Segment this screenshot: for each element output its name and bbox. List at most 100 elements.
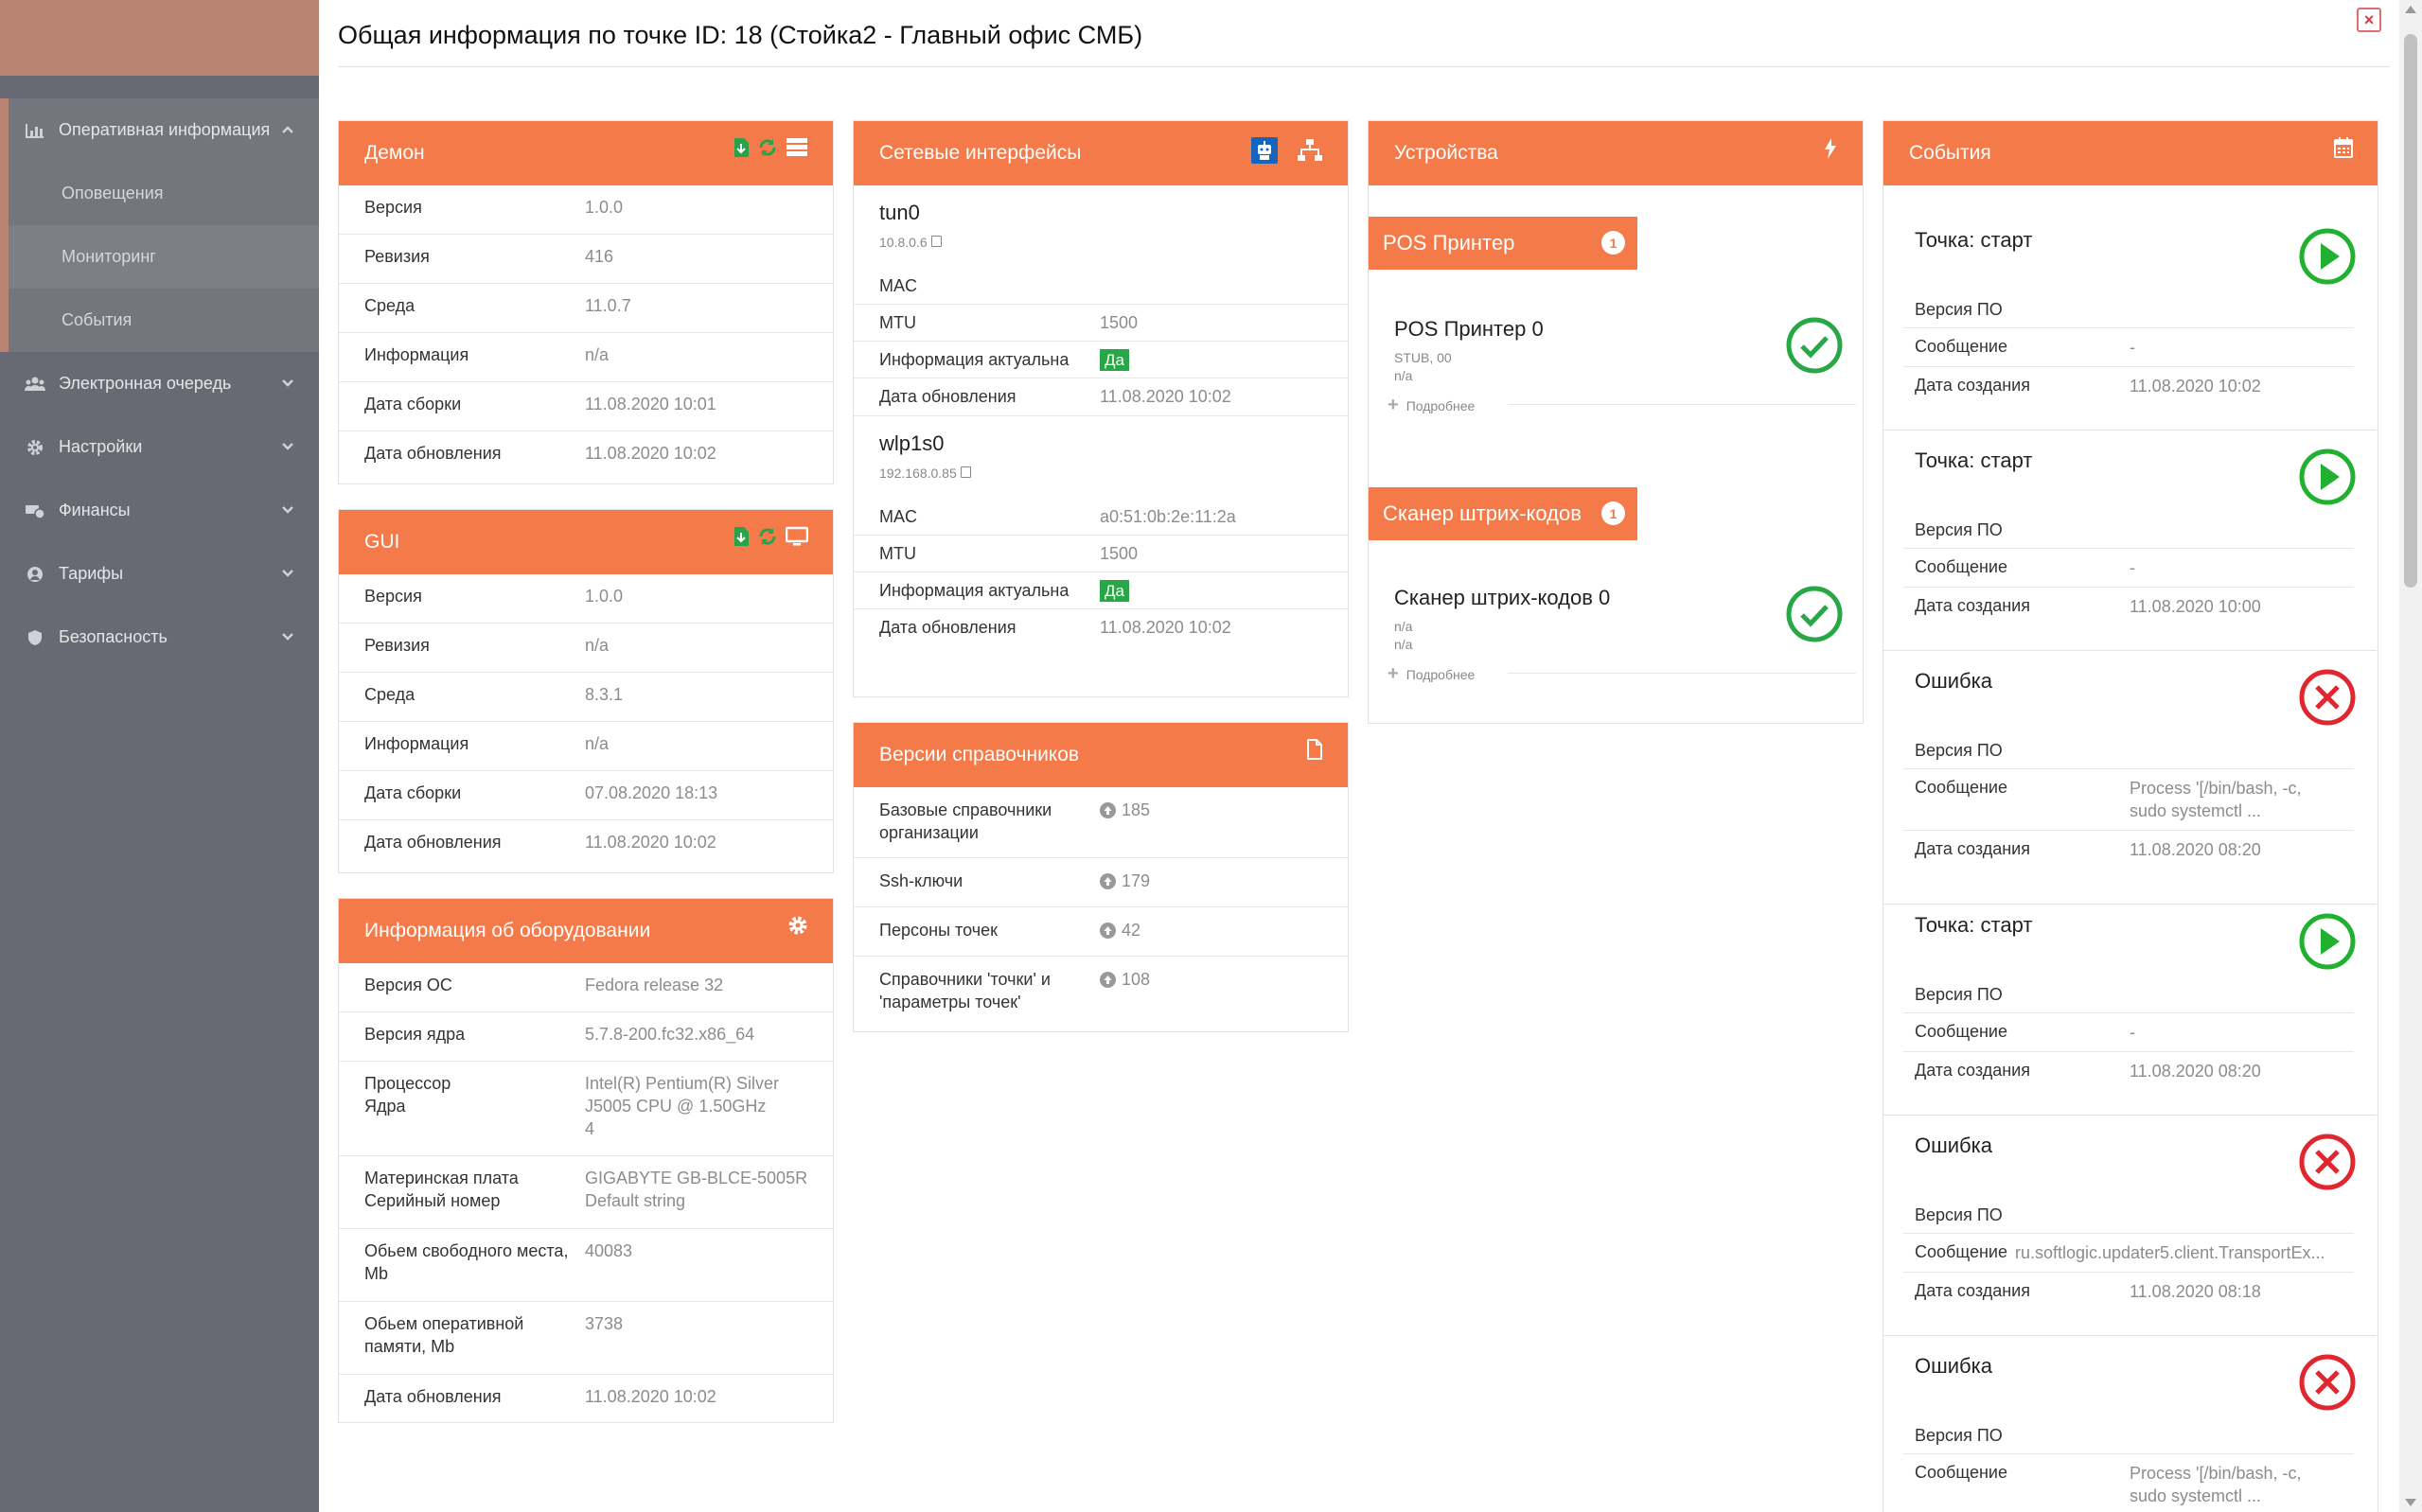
refresh-icon[interactable]	[757, 526, 778, 553]
sidebar-group-operative: Оперативная информация Оповещения Монито…	[0, 98, 319, 352]
more-link[interactable]: + Подробнее	[1388, 395, 1475, 416]
sidebar-item-operative[interactable]: Оперативная информация	[0, 98, 319, 162]
file-download-icon[interactable]	[733, 526, 750, 553]
user-icon	[25, 566, 45, 583]
divider	[1508, 404, 1856, 405]
interface-wlp1s0: wlp1s0 192.168.0.85 MAC a0:51:0b:2e:11:2a…	[854, 416, 1348, 646]
device-group-pos-printer[interactable]: POS Принтер 1	[1369, 217, 1637, 270]
row-key: Сообщение	[1915, 1242, 2007, 1261]
interface-ip: 10.8.0.6	[854, 225, 1348, 268]
chevron-down-icon	[277, 563, 298, 584]
refresh-icon[interactable]	[757, 137, 778, 164]
file-icon[interactable]	[1306, 739, 1323, 765]
panel-title: Версии справочников	[879, 744, 1080, 765]
row-key: Обьем свободного места, Mb	[364, 1241, 569, 1283]
server-icon[interactable]	[786, 137, 808, 164]
row-value: 5.7.8-200.fc32.x86_64	[585, 1025, 755, 1044]
calendar-icon[interactable]	[2334, 137, 2353, 164]
table-row: Версия 1.0.0	[339, 574, 833, 624]
scroll-down-icon[interactable]	[2405, 1499, 2416, 1506]
event-title: Точка: старт	[1915, 448, 2033, 472]
close-button[interactable]: ×	[2357, 8, 2381, 32]
sidebar-item-finance[interactable]: Финансы	[0, 479, 319, 542]
table-row: Сообщение -	[1903, 1013, 2354, 1052]
panel-title: Устройства	[1394, 142, 1498, 164]
error-circle-icon	[2298, 1353, 2357, 1416]
bolt-icon[interactable]	[1823, 137, 1838, 166]
table-row: Дата сборки 11.08.2020 10:01	[339, 382, 833, 431]
sidebar-item-label: Безопасность	[59, 627, 168, 646]
row-value: 179	[1122, 871, 1151, 890]
row-key: MAC	[879, 506, 917, 526]
plus-icon: +	[1388, 395, 1399, 415]
modal: Общая информация по точке ID: 18 (Стойка…	[319, 0, 2399, 1512]
table-row: Дата обновления 11.08.2020 10:02	[854, 378, 1348, 415]
table-row: Персоны точек 42	[854, 907, 1348, 957]
row-value: 11.0.7	[585, 296, 631, 315]
row-key: Среда	[364, 296, 415, 315]
row-key: MAC	[879, 275, 917, 295]
devices-panel-header: Устройства	[1369, 121, 1863, 185]
table-row: Дата создания 11.08.2020 10:02	[1903, 367, 2354, 405]
device-group-label: POS Принтер	[1383, 231, 1515, 255]
scrollbar[interactable]	[2399, 0, 2422, 1512]
scroll-up-icon[interactable]	[2405, 6, 2416, 13]
event-item: Точка: старт Версия ПО Сообщение - Дата с…	[1883, 900, 2377, 1116]
file-download-icon[interactable]	[733, 137, 750, 164]
sidebar-item-settings[interactable]: Настройки	[0, 415, 319, 479]
sidebar-subitem-monitoring[interactable]: Мониторинг	[0, 225, 319, 289]
more-link[interactable]: + Подробнее	[1388, 663, 1475, 685]
sidebar-item-security[interactable]: Безопасность	[0, 606, 319, 669]
row-key: Среда	[364, 685, 415, 704]
table-row: MTU 1500	[854, 536, 1348, 572]
table-row: Информация актуальна Да	[854, 342, 1348, 378]
row-value: 3738	[585, 1314, 624, 1333]
copy-icon[interactable]	[960, 466, 971, 478]
table-row: MAC	[854, 268, 1348, 305]
network-icon[interactable]	[1297, 138, 1323, 168]
row-value: 11.08.2020 08:20	[2130, 1062, 2261, 1081]
sidebar-item-label: Тарифы	[59, 564, 124, 583]
daemon-rows: Версия 1.0.0 Ревизия 416 Среда 11.0.7 Инфор…	[339, 185, 833, 481]
table-row: Сообщение ru.softlogic.updater5.client.Tr…	[1903, 1234, 2354, 1273]
table-row: Справочники 'точки' и 'параметры точек' 1…	[854, 957, 1348, 1028]
table-row: Версия ОС Fedora release 32	[339, 963, 833, 1012]
device-name: POS Принтер 0	[1394, 317, 1544, 341]
sidebar-item-queue[interactable]: Электронная очередь	[0, 352, 319, 415]
device-detail: n/a	[1394, 637, 1413, 652]
table-row: Дата обновления 11.08.2020 10:02	[339, 1375, 833, 1424]
row-value: 40083	[585, 1241, 633, 1260]
table-row: Ssh-ключи 179	[854, 858, 1348, 907]
table-row: Сообщение -	[1903, 549, 2354, 588]
monitor-icon[interactable]	[785, 526, 809, 553]
row-value: n/a	[585, 636, 610, 655]
event-item: Точка: старт Версия ПО Сообщение - Дата с…	[1883, 435, 2377, 651]
arrow-up-icon	[1100, 872, 1116, 889]
dictionaries-panel-header: Версии справочников	[854, 723, 1348, 787]
row-value: 11.08.2020 10:02	[2130, 377, 2261, 396]
row-key: Дата создания	[1915, 839, 2030, 858]
money-icon	[25, 502, 45, 519]
row-key: Версия ядра	[364, 1025, 466, 1044]
robot-icon[interactable]	[1251, 137, 1278, 169]
sidebar-item-label: Электронная очередь	[59, 374, 232, 393]
sidebar-item-tariffs[interactable]: Тарифы	[0, 542, 319, 606]
row-value: 11.08.2020 08:20	[2130, 840, 2261, 859]
row-key: Дата создания	[1915, 376, 2030, 395]
row-key: Дата обновления	[879, 387, 1017, 406]
table-row: Обьем оперативной памяти, Mb 3738	[339, 1302, 833, 1375]
event-title: Ошибка	[1915, 1354, 1992, 1378]
row-key: Версия ОС	[364, 976, 452, 994]
scrollbar-thumb[interactable]	[2404, 34, 2417, 588]
sidebar-subitem-alerts[interactable]: Оповещения	[62, 184, 164, 202]
error-circle-icon	[2298, 668, 2357, 731]
row-value: n/a	[585, 345, 610, 364]
row-value: -	[2130, 1023, 2135, 1042]
events-panel: События Точка: старт Версия ПО Сообщение…	[1883, 120, 2378, 1512]
copy-icon[interactable]	[930, 236, 942, 247]
gear-icon[interactable]	[787, 915, 808, 941]
device-detail: n/a	[1394, 619, 1413, 634]
device-group-barcode-scanner[interactable]: Сканер штрих-кодов 1	[1369, 487, 1637, 540]
sidebar-subitem-events[interactable]: События	[62, 310, 133, 329]
sidebar-item-label: Финансы	[59, 501, 131, 519]
